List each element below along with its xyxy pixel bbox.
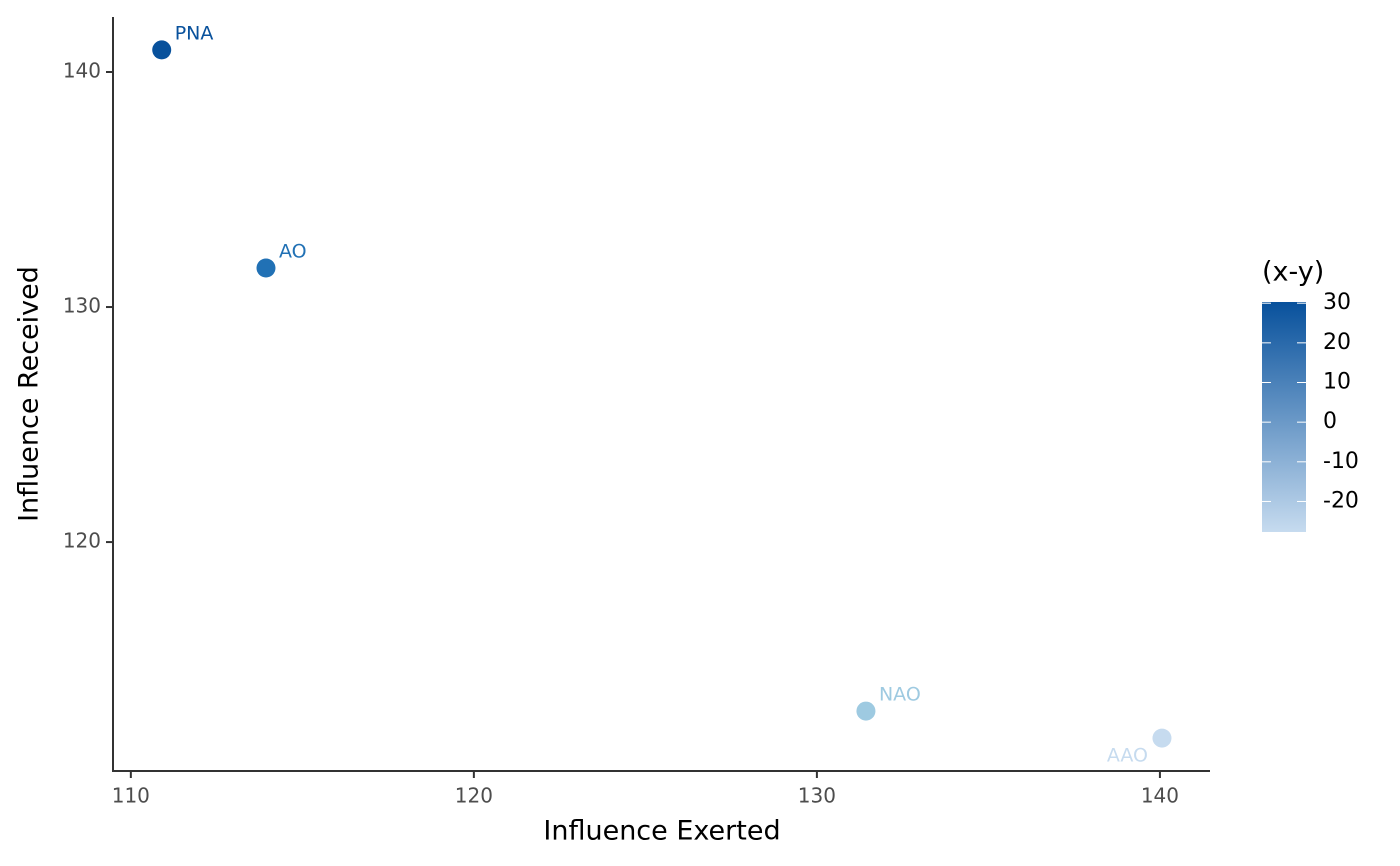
point-label: PNA xyxy=(175,22,214,44)
y-tick-label: 140 xyxy=(63,58,101,82)
colorbar-tick-label: 0 xyxy=(1323,409,1337,434)
y-axis-label: Influence Received xyxy=(14,266,45,522)
point-label: AO xyxy=(279,241,307,263)
point-label: NAO xyxy=(879,684,921,706)
point xyxy=(256,258,276,278)
point xyxy=(1152,728,1172,748)
colorbar-tick-label: -10 xyxy=(1323,449,1359,474)
point xyxy=(856,701,876,721)
colorbar-tick-label: 20 xyxy=(1323,330,1351,355)
x-tick-label: 140 xyxy=(1141,784,1179,808)
colorbar xyxy=(1262,302,1306,532)
colorbar-tick-label: 30 xyxy=(1323,290,1351,315)
colorbar-tick-label: -20 xyxy=(1323,488,1359,513)
colorbar-title: (x-y) xyxy=(1262,257,1324,288)
y-tick-label: 130 xyxy=(63,294,101,318)
point xyxy=(152,40,172,60)
point-label: AAO xyxy=(1107,745,1148,767)
x-tick-label: 120 xyxy=(455,784,493,808)
x-tick-label: 130 xyxy=(798,784,836,808)
x-axis-label: Influence Exerted xyxy=(543,816,780,847)
colorbar-tick-label: 10 xyxy=(1323,370,1351,395)
y-tick-label: 120 xyxy=(63,529,101,553)
x-tick-label: 110 xyxy=(112,784,150,808)
